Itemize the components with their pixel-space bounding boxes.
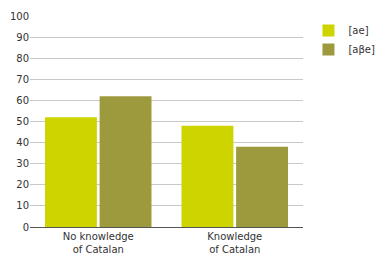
svg-text:10: 10 <box>16 200 29 211</box>
svg-text:40: 40 <box>16 137 29 148</box>
svg-text:0: 0 <box>23 222 29 233</box>
svg-text:[aβe]: [aβe] <box>348 44 375 55</box>
svg-text:20: 20 <box>16 179 29 190</box>
svg-text:90: 90 <box>16 32 29 43</box>
svg-text:No knowledgeof Catalan: No knowledgeof Catalan <box>63 231 134 255</box>
svg-text:70: 70 <box>16 74 29 85</box>
svg-text:[ae]: [ae] <box>348 25 368 36</box>
svg-text:80: 80 <box>16 53 29 64</box>
svg-text:60: 60 <box>16 95 29 106</box>
svg-text:Knowledgeof Catalan: Knowledgeof Catalan <box>207 231 262 255</box>
svg-text:30: 30 <box>16 158 29 169</box>
svg-text:100: 100 <box>10 11 29 22</box>
svg-text:50: 50 <box>16 116 29 127</box>
